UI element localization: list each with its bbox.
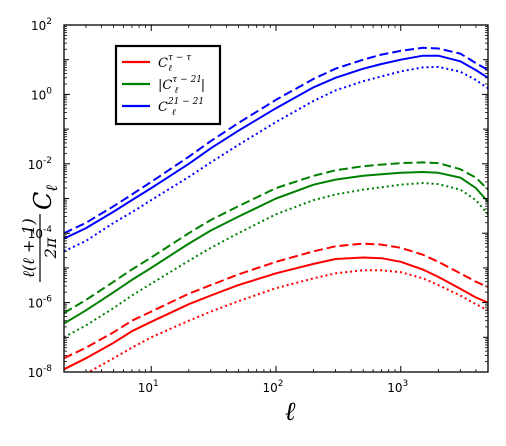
series-21-21-dashed: [64, 46, 488, 235]
series-tau-21-dotted: [64, 182, 488, 339]
y-tick-label: 102: [31, 17, 52, 33]
svg-text:ℓ(ℓ + 1): ℓ(ℓ + 1): [19, 218, 38, 278]
y-axis-label: ℓ(ℓ + 1) 2π Cℓ: [19, 185, 61, 282]
y-tick-label: 10-8: [28, 364, 53, 380]
x-tick-label: 102: [262, 379, 283, 395]
svg-text:2π: 2π: [41, 237, 60, 259]
svg-text:Cℓ: Cℓ: [29, 185, 61, 210]
series-tau-tau-dashed: [64, 242, 488, 360]
x-tick-label: 101: [138, 379, 159, 395]
y-tick-label: 10-6: [28, 295, 53, 311]
series-tau-tau-dotted: [86, 269, 488, 372]
series-tau-tau-solid: [64, 256, 488, 371]
series-layer: [64, 46, 488, 372]
series-tau-21-dashed: [64, 161, 488, 314]
x-tick-label: 103: [387, 379, 408, 395]
legend: Cτ − τ ℓ|Cτ − 21 ℓ |C21 − 21 ℓ: [114, 44, 222, 126]
x-axis-label: ℓ: [285, 397, 296, 427]
y-tick-label: 100: [31, 86, 52, 102]
series-21-21-solid: [64, 54, 488, 240]
series-tau-21-solid: [64, 171, 488, 325]
y-tick-label: 10-2: [28, 156, 52, 172]
series-21-21-dotted: [64, 65, 488, 253]
